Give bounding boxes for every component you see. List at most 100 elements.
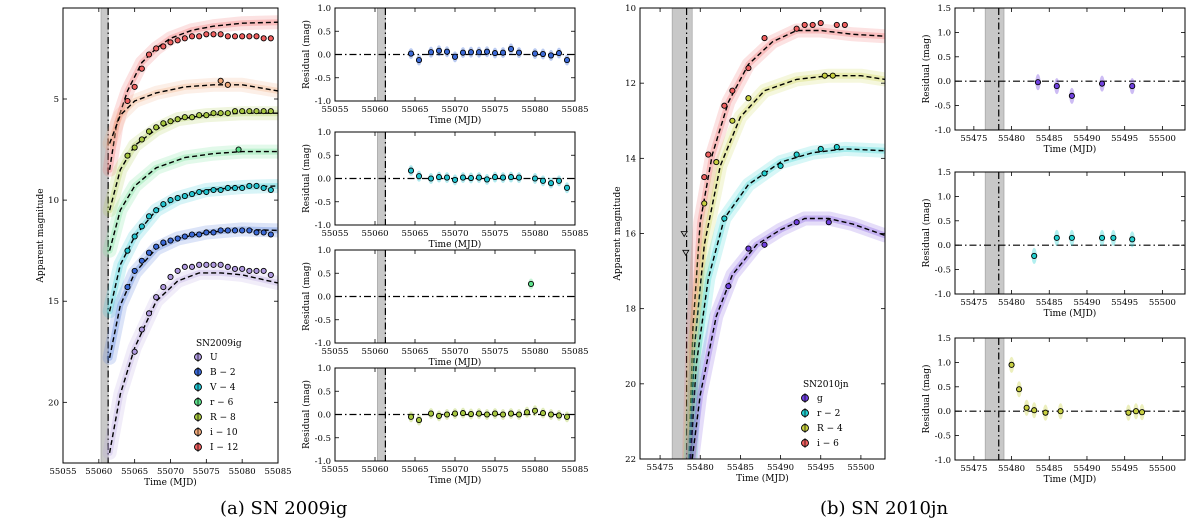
plot-area: [100, 8, 278, 463]
data-point: [507, 45, 515, 52]
data-point: [253, 267, 260, 274]
data-point: [203, 112, 210, 119]
data-point: [196, 188, 203, 196]
y-tick-label: 0.5: [937, 217, 951, 227]
y-tick-label: 5: [54, 95, 59, 105]
panel-b-res3: 55475 55480 55485 55490 55495 55500 -1.0 -0.5 0.…: [921, 334, 1186, 485]
data-point: [1016, 386, 1023, 393]
x-tick-label: 55055: [321, 105, 348, 115]
y-tick-label: 1.0: [317, 364, 331, 374]
data-point: [217, 110, 224, 117]
data-point: [1125, 409, 1132, 416]
data-point: [160, 239, 167, 246]
y-axis-label: Residual (mag): [921, 35, 932, 104]
data-point: [491, 50, 499, 57]
x-tick-label: 55485: [727, 463, 754, 473]
y-tick-label: 0.5: [317, 269, 331, 279]
x-tick-label: 55065: [401, 347, 428, 357]
data-point: [407, 413, 415, 420]
data-point: [224, 263, 231, 270]
y-tick-label: -0.5: [315, 316, 331, 326]
y-axis-label: Apparent magnitude: [613, 186, 623, 281]
data-point: [231, 227, 239, 234]
x-tick-label: 55085: [561, 347, 588, 357]
x-tick-label: 55495: [807, 463, 834, 473]
model-curve-r: [108, 150, 278, 251]
y-tick-label: 15: [48, 297, 59, 307]
data-point: [246, 108, 253, 115]
data-point: [443, 174, 451, 181]
data-point: [138, 65, 145, 72]
x-tick-label: 55080: [521, 229, 548, 239]
y-tick-label: 12: [625, 79, 636, 89]
data-point: [1031, 252, 1038, 259]
data-point: [539, 50, 547, 58]
data-point: [547, 411, 555, 418]
model-curve-u: [108, 272, 278, 454]
y-tick-label: 0.5: [317, 27, 331, 37]
data-point: [267, 108, 274, 115]
plot-area: [955, 338, 1185, 460]
data-point: [231, 33, 239, 40]
legend-title: SN2010jn: [803, 380, 849, 390]
data-point: [188, 263, 196, 270]
data-point: [153, 243, 160, 250]
legend-label: i − 6: [817, 439, 839, 449]
data-point: [833, 21, 840, 28]
data-point: [1057, 408, 1064, 415]
data-point: [821, 72, 828, 79]
data-point: [515, 411, 523, 418]
data-point: [793, 219, 800, 226]
data-point: [459, 410, 467, 417]
y-tick-label: 1.0: [937, 358, 951, 368]
x-axis-label: Time (MJD): [144, 477, 197, 488]
x-tick-label: 55060: [361, 105, 388, 115]
x-tick-label: 55480: [998, 134, 1025, 144]
plot-area: [955, 8, 1185, 130]
plot-area: [335, 250, 575, 343]
panel-a-res3: 55055 55060 55065 55070 55075 55080 55085 -1.0 -…: [301, 246, 589, 368]
y-tick-label: 1.0: [317, 128, 331, 138]
model-curve-r: [689, 148, 885, 459]
data-point: [260, 108, 267, 115]
data-point: [793, 151, 800, 158]
x-tick-label: 55490: [1073, 298, 1100, 308]
data-point: [267, 231, 274, 238]
data-point: [124, 97, 131, 105]
data-point: [427, 49, 435, 56]
data-point: [483, 176, 491, 183]
data-point: [555, 50, 563, 57]
x-tick-label: 55085: [561, 105, 588, 115]
data-point: [531, 407, 539, 414]
data-point: [167, 118, 174, 125]
panel-a-main: 55055 55060 55065 55070 55075 55080 55085 5 10 15…: [36, 7, 292, 488]
data-point: [507, 410, 515, 417]
data-point: [131, 233, 138, 240]
data-point: [145, 51, 153, 58]
plot-area: [335, 132, 575, 225]
y-tick-label: 10: [48, 196, 59, 206]
legend-label: i − 10: [210, 428, 238, 438]
data-point: [467, 174, 475, 182]
data-point: [721, 215, 728, 222]
data-point: [475, 410, 483, 417]
explosion-window-band: [984, 172, 1005, 294]
legend-label: r − 6: [210, 398, 234, 408]
data-point: [153, 124, 160, 131]
data-point: [817, 19, 824, 27]
legend-label: R − 8: [210, 413, 236, 423]
data-point: [547, 52, 555, 59]
data-point: [563, 184, 571, 191]
data-point: [443, 48, 451, 55]
panel-a-res4: 55055 55060 55065 55070 55075 55080 55085 -1.0 -…: [301, 364, 589, 486]
data-point: [124, 152, 131, 159]
data-point: [188, 114, 196, 121]
panel-b-res1: 55475 55480 55485 55490 55495 55500 -1.0 -0.5 0.…: [921, 4, 1186, 155]
legend-label: R − 4: [817, 424, 843, 434]
data-point: [793, 25, 800, 32]
caption-a: (a) SN 2009ig: [220, 498, 348, 519]
data-point: [124, 284, 131, 291]
data-point: [523, 409, 531, 416]
x-tick-label: 55085: [561, 229, 588, 239]
y-tick-label: 0.0: [317, 411, 331, 421]
